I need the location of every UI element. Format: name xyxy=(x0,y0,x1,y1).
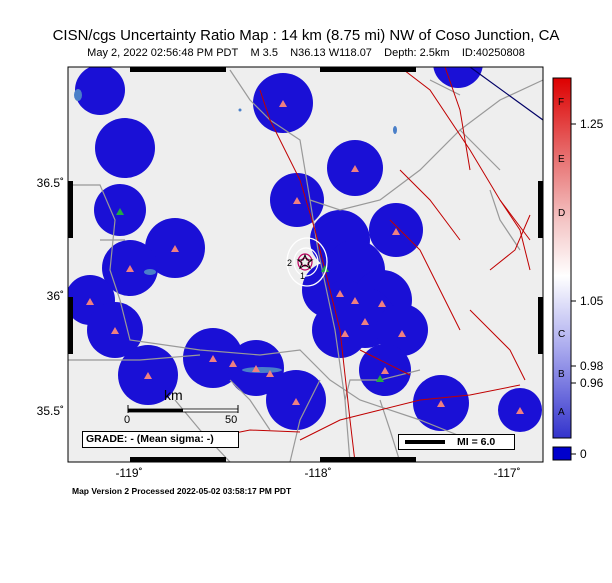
event-location: N36.13 W118.07 xyxy=(290,47,372,59)
colorbar xyxy=(552,77,572,439)
lon-label-119: -119˚ xyxy=(115,466,143,480)
event-magnitude: M 3.5 xyxy=(250,47,278,59)
lat-label-36-5: 36.5˚ xyxy=(36,176,64,190)
lon-label-117: -117˚ xyxy=(493,466,521,480)
lon-label-118: -118˚ xyxy=(304,466,332,480)
event-depth: Depth: 2.5km xyxy=(384,47,450,59)
event-date: May 2, 2022 02:56:48 PM PDT xyxy=(87,47,239,59)
epicenter-star xyxy=(296,253,314,270)
map-frame xyxy=(67,66,544,463)
map-version-footer: Map Version 2 Processed 2022-05-02 03:58… xyxy=(72,486,292,496)
mi-legend: MI = 6.0 xyxy=(398,434,515,450)
svg-text:1: 1 xyxy=(300,271,305,281)
scale-tick-0: 0 xyxy=(124,414,131,426)
frame-ticks xyxy=(68,67,543,462)
colorbar-letter-d: D xyxy=(558,208,566,219)
station-triangles-green xyxy=(116,208,384,382)
mi-legend-bar xyxy=(405,440,445,444)
colorbar-ticks xyxy=(571,123,576,455)
station-triangles xyxy=(86,100,524,414)
colorbar-tick-0: 0 xyxy=(580,447,587,461)
colorbar-tick-1-25: 1.25 xyxy=(580,117,604,131)
state-border xyxy=(469,67,543,121)
colorbar-letter-e: E xyxy=(558,154,565,165)
event-id: ID:40250808 xyxy=(461,47,525,59)
colorbar-letter-f: F xyxy=(558,97,565,108)
scale-bar xyxy=(127,405,239,413)
svg-text:2: 2 xyxy=(287,258,292,268)
scale-tick-50: 50 xyxy=(225,414,238,426)
lat-label-35-5: 35.5˚ xyxy=(36,404,64,418)
roads xyxy=(68,69,543,462)
water-bodies xyxy=(74,89,397,373)
event-info: May 2, 2022 02:56:48 PM PDT M 3.5 N36.13… xyxy=(0,47,612,59)
colorbar-min-swatch xyxy=(552,446,572,461)
contour-labels: 2 1 xyxy=(287,258,305,281)
colorbar-tick-0-98: 0.98 xyxy=(580,359,604,373)
colorbar-letter-b: B xyxy=(558,369,565,380)
colorbar-letter-a: A xyxy=(558,407,565,418)
epicenter-contours xyxy=(286,237,328,287)
colorbar-tick-1-05: 1.05 xyxy=(580,294,604,308)
mi-legend-label: MI = 6.0 xyxy=(457,436,496,448)
grade-box: GRADE: - (Mean sigma: -) xyxy=(82,431,239,448)
lat-label-36: 36˚ xyxy=(46,289,64,303)
colorbar-tick-0-96: 0.96 xyxy=(580,376,604,390)
colorbar-letter-c: C xyxy=(558,329,566,340)
scale-unit: km xyxy=(164,387,183,403)
map-title: CISN/cgs Uncertainty Ratio Map : 14 km (… xyxy=(52,27,560,44)
